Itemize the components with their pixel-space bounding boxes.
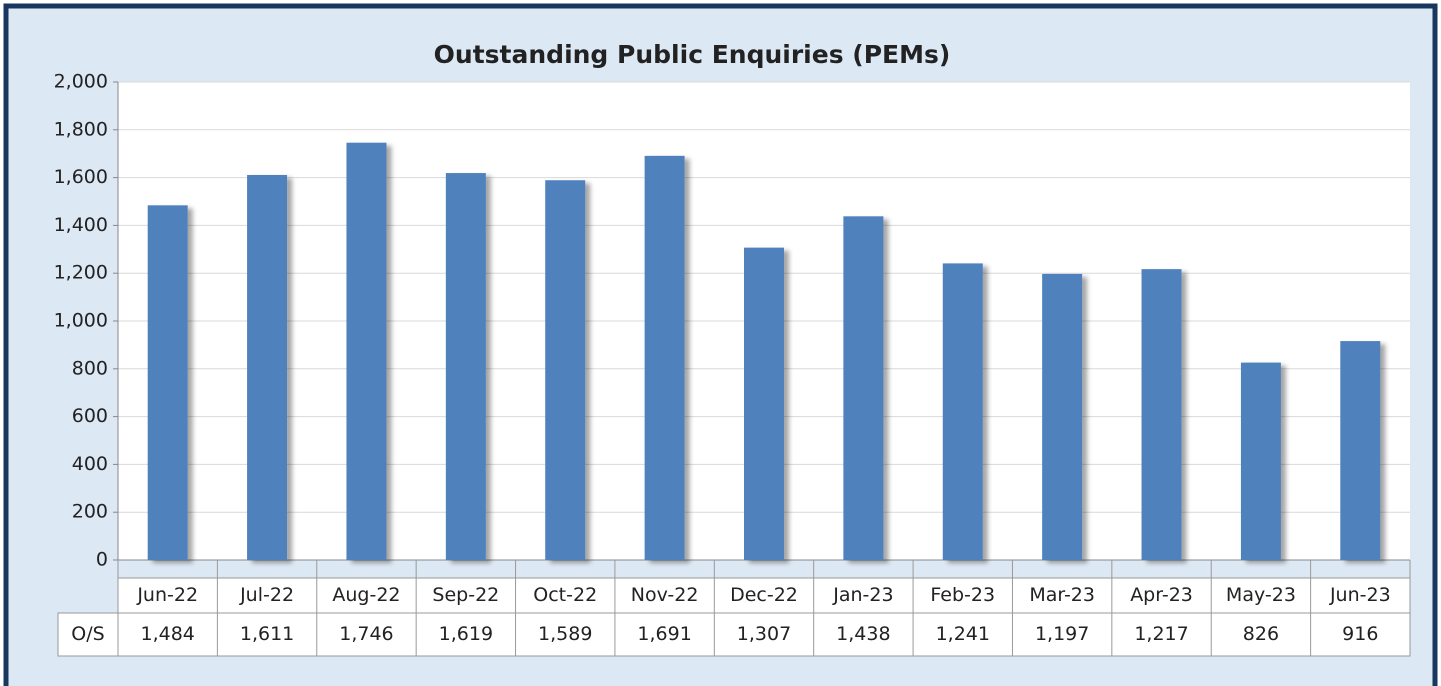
x-tick-label: Jun-22 [136, 584, 198, 606]
bar [247, 174, 288, 560]
y-tick-label: 2,000 [54, 71, 108, 93]
chart-title: Outstanding Public Enquiries (PEMs) [434, 40, 951, 69]
x-tick-label: Jun-23 [1329, 584, 1391, 606]
legend-label: O/S [71, 623, 104, 645]
data-label: 1,307 [737, 623, 791, 645]
bar [644, 155, 685, 560]
x-tick-label: Feb-23 [930, 584, 995, 606]
x-tick-label: Jul-22 [239, 584, 294, 606]
x-tick-label: Dec-22 [730, 584, 798, 606]
x-tick-label: Nov-22 [631, 584, 699, 606]
x-tick-label: Oct-22 [533, 584, 597, 606]
data-label: 1,619 [439, 623, 493, 645]
x-tick-label: May-23 [1226, 584, 1296, 606]
bar [1141, 269, 1182, 560]
y-tick-label: 400 [72, 453, 108, 475]
data-label: 1,746 [339, 623, 393, 645]
bar [1240, 362, 1281, 560]
y-tick-label: 800 [72, 357, 108, 379]
bar [744, 247, 784, 560]
data-label: 1,484 [140, 623, 194, 645]
data-label: 1,691 [637, 623, 691, 645]
bar [1042, 273, 1083, 560]
x-tick-label: Apr-23 [1130, 584, 1193, 606]
bar [1340, 341, 1381, 560]
x-tick-label: Sep-22 [432, 584, 499, 606]
data-label: 1,438 [836, 623, 890, 645]
bar [545, 180, 586, 560]
data-label: 1,197 [1035, 623, 1089, 645]
bar [942, 263, 983, 560]
data-label: 1,611 [240, 623, 294, 645]
y-tick-label: 1,000 [54, 310, 108, 332]
y-tick-label: 1,600 [54, 166, 108, 188]
data-label: 1,589 [538, 623, 592, 645]
data-label: 1,241 [936, 623, 990, 645]
y-tick-label: 0 [96, 549, 108, 571]
x-tick-label: Aug-22 [332, 584, 400, 606]
data-label: 916 [1342, 623, 1378, 645]
y-tick-label: 1,400 [54, 214, 108, 236]
bar [843, 216, 884, 560]
y-tick-label: 1,800 [54, 118, 108, 140]
data-table [117, 577, 1411, 657]
data-label: 1,217 [1134, 623, 1188, 645]
bar [147, 205, 188, 560]
x-tick-label: Jan-23 [832, 584, 893, 606]
y-tick-label: 200 [72, 501, 108, 523]
data-label: 826 [1243, 623, 1279, 645]
bar [346, 142, 387, 560]
bar [445, 173, 486, 560]
x-tick-label: Mar-23 [1029, 584, 1095, 606]
y-tick-label: 600 [72, 405, 108, 427]
y-tick-label: 1,200 [54, 262, 108, 284]
